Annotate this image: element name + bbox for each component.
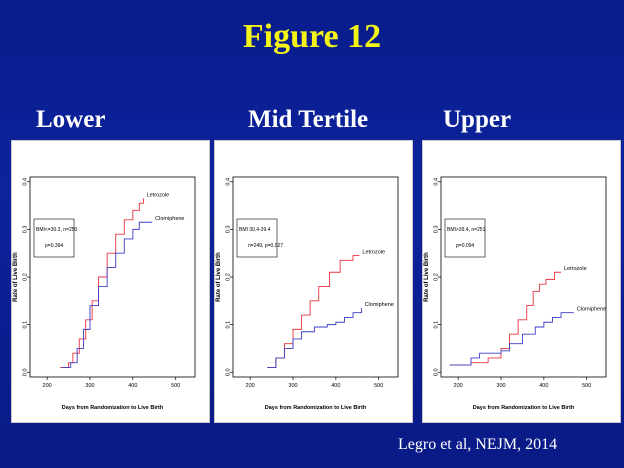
legend-text: BMI>39.4, n=251 <box>447 227 486 233</box>
series-label-clomiphene: Clomiphene <box>155 216 184 222</box>
y-tick-label: 0.0 <box>23 368 29 376</box>
series-line-clomiphene <box>449 312 574 366</box>
legend-text: n=249, p=0.027 <box>248 243 283 249</box>
y-axis-label: Rate of Live Birth <box>424 252 430 302</box>
x-tick-label: 300 <box>496 383 505 389</box>
x-tick-label: 200 <box>454 383 463 389</box>
y-tick-label: 0.0 <box>434 368 440 376</box>
panel-title-upper: Upper <box>443 106 512 133</box>
y-tick-label: 0.1 <box>226 321 232 329</box>
x-tick-label: 200 <box>43 383 52 389</box>
x-tick-label: 500 <box>374 383 383 389</box>
series-line-clomiphene <box>267 307 363 368</box>
y-tick-label: 0.0 <box>226 368 232 376</box>
plot-frame <box>29 176 196 378</box>
x-axis-label: Days from Randomization to Live Birth <box>473 405 575 411</box>
chart-panel-mid-tertile: 0.0 0.1 0.2 0.3 0.4 200 300 400 500 Days from Ran… <box>214 140 413 423</box>
y-tick-label: 0.4 <box>226 178 232 186</box>
legend-text: p=0.094 <box>456 243 474 249</box>
legend-box <box>444 218 486 258</box>
x-tick-label: 300 <box>288 383 297 389</box>
legend-text: p=0.394 <box>45 243 63 249</box>
plot-frame <box>232 176 399 378</box>
plot-frame <box>440 176 607 378</box>
citation: Legro et al, NEJM, 2014 <box>398 436 558 453</box>
panel-title-mid-tertile: Mid Tertile <box>248 106 369 133</box>
x-tick-label: 400 <box>128 383 137 389</box>
y-tick-label: 0.2 <box>434 273 440 281</box>
series-label-letrozole: Letrozole <box>564 266 587 272</box>
y-tick-label: 0.3 <box>226 226 232 234</box>
series-label-letrozole: Letrozole <box>147 192 170 198</box>
y-tick-label: 0.1 <box>434 321 440 329</box>
y-tick-label: 0.4 <box>434 178 440 186</box>
series-label-clomiphene: Clomiphene <box>365 302 394 308</box>
y-tick-label: 0.2 <box>23 273 29 281</box>
y-tick-label: 0.2 <box>226 273 232 281</box>
series-line-letrozole <box>449 271 561 366</box>
legend-text: BMI<=30.3, n=250 <box>36 227 78 233</box>
x-axis-label: Days from Randomization to Live Birth <box>62 405 164 411</box>
chart-panel-lower: 0.0 0.1 0.2 0.3 0.4 200 300 400 500 Days from Ran… <box>11 140 210 423</box>
y-axis-label: Rate of Live Birth <box>13 252 19 302</box>
x-tick-label: 200 <box>246 383 255 389</box>
series-line-clomiphene <box>62 221 153 368</box>
panel-title-lower: Lower <box>36 106 106 133</box>
legend-box <box>236 218 278 258</box>
x-tick-label: 500 <box>171 383 180 389</box>
y-tick-label: 0.1 <box>23 321 29 329</box>
series-line-letrozole <box>60 198 145 368</box>
y-axis-label: Rate of Live Birth <box>216 252 222 302</box>
legend-text: BMI 30.4-39.4 <box>239 227 271 233</box>
y-tick-label: 0.3 <box>23 226 29 234</box>
x-tick-label: 400 <box>331 383 340 389</box>
x-tick-label: 400 <box>539 383 548 389</box>
x-tick-label: 300 <box>85 383 94 389</box>
x-axis-label: Days from Randomization to Live Birth <box>265 405 367 411</box>
series-label-clomiphene: Clomiphene <box>577 307 606 313</box>
chart-mid-tertile: 0.0 0.1 0.2 0.3 0.4 200 300 400 500 Days from Ran… <box>216 176 399 411</box>
chart-lower: 0.0 0.1 0.2 0.3 0.4 200 300 400 500 Days from Ran… <box>13 176 196 411</box>
chart-upper: 0.0 0.1 0.2 0.3 0.4 200 300 400 500 Days from Ran… <box>424 176 607 411</box>
y-tick-label: 0.4 <box>23 178 29 186</box>
series-line-letrozole <box>267 255 360 368</box>
legend-box <box>33 218 75 258</box>
chart-panel-upper: 0.0 0.1 0.2 0.3 0.4 200 300 400 500 Days from Ran… <box>422 140 621 423</box>
x-tick-label: 500 <box>582 383 591 389</box>
y-tick-label: 0.3 <box>434 226 440 234</box>
slide-title: Figure 12 <box>242 18 382 55</box>
series-label-letrozole: Letrozole <box>362 250 385 256</box>
